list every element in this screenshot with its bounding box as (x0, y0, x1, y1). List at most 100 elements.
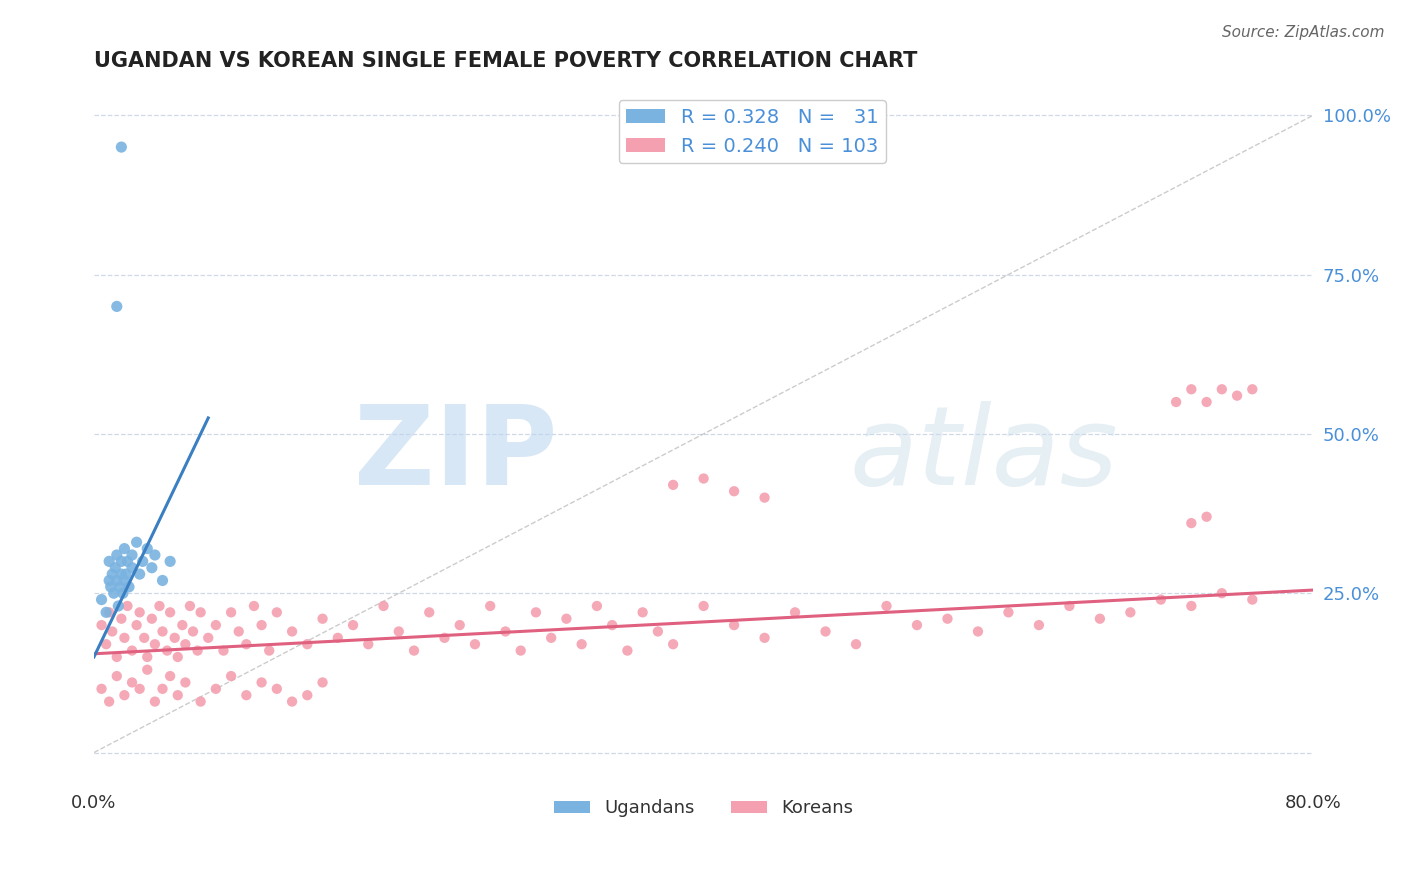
Point (250, 675, 273, 690)
Point (1180, 516, 1202, 530)
Point (125, 535, 148, 549)
Point (108, 580, 131, 594)
Point (112, 574, 135, 588)
Point (179, 599, 201, 613)
Point (141, 612, 163, 626)
Point (110, 140, 132, 154)
Point (174, 637, 197, 651)
Point (141, 560, 163, 574)
Point (112, 688, 135, 702)
Point (1180, 382, 1202, 396)
Point (103, 586, 125, 600)
Text: ZIP: ZIP (354, 401, 557, 508)
Point (98, 695, 121, 709)
Point (1088, 612, 1111, 626)
Point (228, 624, 250, 639)
Point (159, 554, 181, 568)
Point (128, 567, 150, 582)
Point (1211, 586, 1233, 600)
Point (159, 605, 181, 619)
Point (121, 675, 143, 690)
Point (326, 631, 349, 645)
Point (94, 637, 117, 651)
Point (297, 688, 319, 702)
Point (219, 669, 242, 683)
Point (876, 599, 898, 613)
Point (101, 624, 124, 639)
Point (98, 574, 121, 588)
Text: Source: ZipAtlas.com: Source: ZipAtlas.com (1222, 25, 1385, 40)
Point (235, 688, 257, 702)
Point (219, 605, 242, 619)
Point (464, 637, 486, 651)
Point (110, 612, 132, 626)
Point (433, 631, 456, 645)
Point (90, 592, 112, 607)
Point (479, 599, 502, 613)
Point (586, 599, 609, 613)
Point (105, 574, 128, 588)
Point (136, 541, 159, 556)
Point (631, 605, 654, 619)
Point (104, 560, 127, 574)
Legend: Ugandans, Koreans: Ugandans, Koreans (547, 792, 860, 824)
Point (235, 637, 257, 651)
Point (143, 695, 166, 709)
Point (555, 612, 578, 626)
Point (128, 681, 150, 696)
Text: atlas: atlas (849, 401, 1119, 508)
Point (117, 554, 139, 568)
Point (967, 624, 990, 639)
Point (190, 695, 212, 709)
Point (94, 605, 117, 619)
Point (783, 605, 806, 619)
Point (540, 631, 562, 645)
Point (1226, 389, 1249, 403)
Point (266, 681, 288, 696)
Point (723, 618, 745, 632)
Point (121, 548, 143, 562)
Point (495, 624, 517, 639)
Point (112, 541, 135, 556)
Point (243, 599, 266, 613)
Point (118, 580, 141, 594)
Point (136, 663, 159, 677)
Point (342, 618, 364, 632)
Point (1195, 395, 1218, 409)
Point (90, 681, 112, 696)
Point (110, 567, 132, 582)
Point (190, 605, 212, 619)
Point (134, 631, 156, 645)
Point (105, 669, 128, 683)
Point (723, 484, 745, 499)
Point (143, 637, 166, 651)
Point (373, 599, 395, 613)
Point (662, 478, 685, 492)
Point (1150, 592, 1173, 607)
Point (131, 554, 153, 568)
Point (110, 554, 132, 568)
Point (187, 643, 209, 657)
Point (509, 643, 531, 657)
Point (105, 548, 128, 562)
Point (152, 624, 174, 639)
Point (212, 643, 235, 657)
Point (418, 605, 440, 619)
Point (121, 643, 143, 657)
Point (112, 631, 135, 645)
Point (111, 586, 134, 600)
Point (205, 681, 228, 696)
Point (1195, 509, 1218, 524)
Point (616, 643, 638, 657)
Point (936, 612, 959, 626)
Point (754, 631, 776, 645)
Point (172, 618, 194, 632)
Point (754, 491, 776, 505)
Point (997, 605, 1019, 619)
Point (128, 605, 150, 619)
Point (662, 637, 685, 651)
Point (257, 643, 280, 657)
Point (136, 650, 159, 665)
Point (600, 618, 623, 632)
Point (159, 669, 181, 683)
